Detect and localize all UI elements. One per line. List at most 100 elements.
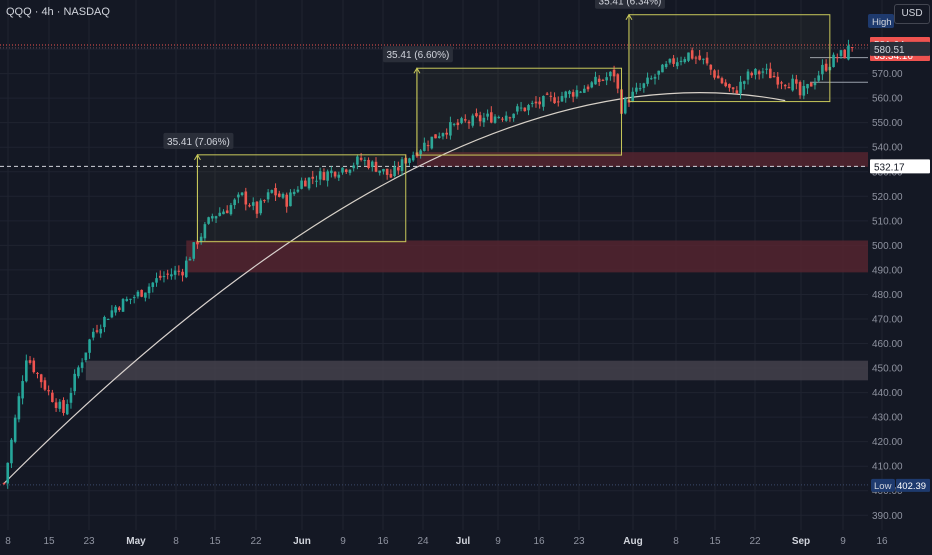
candle <box>274 183 277 202</box>
candle-body <box>806 84 809 89</box>
candle <box>356 154 359 170</box>
measurement-arrowhead <box>413 67 421 74</box>
candle-body <box>225 210 229 214</box>
candle <box>2 482 6 485</box>
candle-body <box>490 112 493 123</box>
candle-body <box>780 82 783 84</box>
candle-body <box>750 72 754 76</box>
candle-body <box>839 50 843 56</box>
candle <box>277 190 281 198</box>
candle <box>6 462 10 489</box>
candle <box>17 392 21 423</box>
candle <box>638 82 642 91</box>
candle <box>437 132 441 139</box>
time-tick-label: 23 <box>83 536 95 547</box>
candle <box>367 157 370 170</box>
time-tick-label: 8 <box>5 536 11 547</box>
candle-body <box>798 81 802 96</box>
candle-body <box>646 77 649 84</box>
time-tick-label: 9 <box>340 536 346 547</box>
candle <box>408 157 411 166</box>
low-price-tag-text: 402.39 <box>897 481 926 492</box>
candle <box>155 272 158 287</box>
candle-body <box>809 82 813 87</box>
candle <box>411 151 415 162</box>
candle-body <box>158 275 162 278</box>
measurement-tool: 35.41 (6.34%) <box>594 0 831 103</box>
candle <box>716 69 720 79</box>
candle-body <box>2 483 6 485</box>
candle-body <box>728 84 731 88</box>
candle <box>211 213 214 222</box>
candle <box>214 215 218 223</box>
candle-body <box>322 172 326 181</box>
candle <box>400 156 404 176</box>
candle-body <box>668 58 672 63</box>
candle <box>594 71 597 85</box>
candle <box>341 167 344 175</box>
candle <box>296 186 300 194</box>
measurement-box <box>628 14 831 103</box>
marked-price-tag-bg <box>870 159 930 174</box>
candle-body <box>534 101 538 104</box>
candle-body <box>553 97 556 104</box>
candle-body <box>233 199 236 206</box>
candle-body <box>661 64 664 73</box>
measurement-label-text: 35.41 (7.06%) <box>167 137 230 148</box>
candle <box>765 63 768 75</box>
low-label: Low <box>871 478 895 492</box>
candle <box>114 305 117 316</box>
candle-body <box>441 133 445 137</box>
candle <box>203 222 207 241</box>
candle <box>385 168 389 180</box>
candle-body <box>300 180 303 189</box>
candle <box>847 39 850 61</box>
candle-body <box>393 166 396 177</box>
candle-body <box>516 106 519 112</box>
symbol-title[interactable]: QQQ · 4h · NASDAQ <box>6 6 110 18</box>
candle-body <box>84 352 88 361</box>
candle <box>25 354 28 383</box>
candle-body <box>289 192 292 207</box>
candle <box>679 56 683 66</box>
candle-body <box>140 289 143 297</box>
candle <box>761 67 765 79</box>
candle <box>337 171 341 181</box>
candle-body <box>363 159 367 161</box>
candle-body <box>787 87 791 89</box>
time-tick-label: 16 <box>533 536 545 547</box>
candle <box>28 356 32 365</box>
price-tick-label: 510.00 <box>872 216 903 227</box>
candle-body <box>832 54 835 68</box>
candle-body <box>274 187 277 196</box>
candle <box>441 132 445 140</box>
low-price-tag: 402.39 <box>896 478 930 492</box>
currency-button[interactable]: USD <box>894 4 930 24</box>
candle <box>244 187 248 211</box>
candle-body <box>850 47 854 49</box>
candle <box>631 87 634 103</box>
candle <box>597 75 601 86</box>
support-zone <box>85 360 869 381</box>
candle <box>181 268 184 282</box>
candle <box>363 157 367 166</box>
high-label-text: High <box>872 17 892 28</box>
candle-body <box>437 136 441 138</box>
candle <box>586 84 590 92</box>
time-tick-label: Sep <box>792 536 810 547</box>
candle-body <box>144 292 147 298</box>
candle <box>330 166 333 178</box>
candle-body <box>367 159 370 168</box>
candle <box>664 61 668 69</box>
candle <box>207 216 210 225</box>
candle-body <box>824 63 828 71</box>
candle-body <box>690 50 694 59</box>
candle <box>110 305 114 319</box>
price-tick-label: 470.00 <box>872 314 903 325</box>
candle-body <box>51 392 54 402</box>
candle <box>140 289 143 298</box>
candle-body <box>564 91 568 98</box>
